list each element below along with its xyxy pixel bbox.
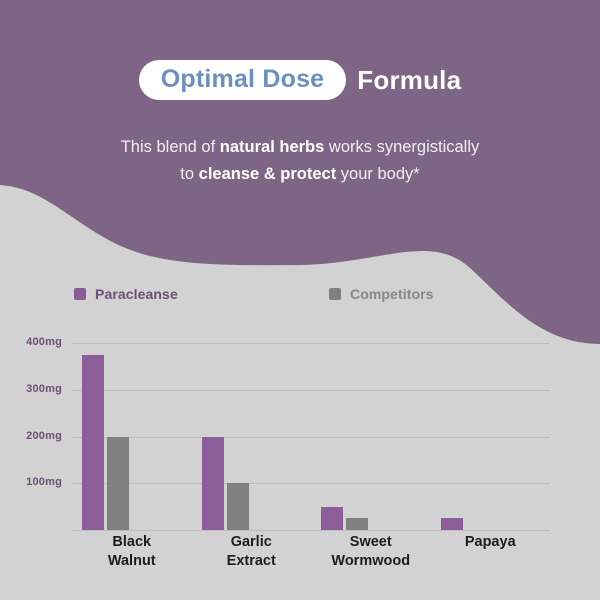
bar-paracleanse-sweet-wormwood [321, 506, 343, 530]
gridline [72, 483, 550, 485]
legend-item-paracleanse: Paracleanse [74, 286, 178, 302]
bar-competitors-black-walnut [107, 436, 129, 530]
subtitle-line1-part-a: This blend of [120, 138, 220, 156]
legend-swatch-paracleanse [74, 288, 86, 300]
title-highlight-pill: Optimal Dose [138, 60, 347, 100]
subtitle-line2-emphasis: cleanse & protect [198, 165, 337, 183]
legend-item-competitors: Competitors [329, 286, 434, 302]
x-axis-category-label-line: Wormwood [331, 553, 411, 569]
gridline [72, 389, 550, 391]
x-axis-category-label: Black Walnut [72, 533, 192, 571]
subtitle-line2-part-c: your body* [336, 165, 420, 183]
subtitle-line2-part-a: to [180, 165, 199, 183]
bar-chart: Paracleanse Competitors 100mg 200mg 300mg 4… [0, 270, 600, 600]
subtitle-line1-emphasis: natural herbs [219, 138, 325, 156]
x-axis-category-label-line: Walnut [107, 553, 156, 569]
page-title: Optimal Dose Formula [0, 60, 600, 100]
gridline [72, 343, 550, 344]
x-axis-category-label: Garlic Extract [192, 533, 312, 571]
x-axis-category-label: Sweet Wormwood [311, 533, 431, 571]
subtitle-line-1: This blend of natural herbs works synerg… [0, 134, 600, 161]
gridline [72, 436, 550, 438]
bar-competitors-garlic-extract [226, 483, 249, 530]
x-axis-category-label-line: Extract [226, 553, 276, 569]
chart-plot-area: 100mg 200mg 300mg 400mg Black Walnut Garlic Ext… [0, 270, 600, 600]
legend-swatch-competitors [329, 288, 341, 300]
legend-label-paracleanse: Paracleanse [95, 286, 178, 302]
y-axis-tick-label: 400mg [26, 336, 62, 348]
legend-label-competitors: Competitors [350, 286, 434, 302]
chart-legend: Paracleanse Competitors [0, 286, 600, 310]
bar-paracleanse-garlic-extract [201, 436, 224, 530]
x-axis-category-label: Papaya [431, 533, 551, 552]
x-axis-category-label-line: Garlic [230, 534, 272, 550]
bar-paracleanse-papaya [440, 518, 463, 530]
x-axis-category-label-line: Papaya [464, 534, 516, 550]
subtitle: This blend of natural herbs works synerg… [0, 134, 600, 188]
x-axis-category-label-line: Black [112, 534, 152, 550]
header-content: Optimal Dose Formula This blend of natura… [0, 0, 600, 210]
y-axis-tick-label: 100mg [26, 476, 62, 489]
title-rest: Formula [357, 65, 462, 95]
bar-competitors-sweet-wormwood [346, 518, 368, 530]
subtitle-line-2: to cleanse & protect your body* [0, 161, 600, 188]
x-axis-category-label-line: Sweet [349, 534, 392, 550]
y-axis-tick-label: 200mg [26, 429, 62, 442]
bar-paracleanse-black-walnut [82, 354, 104, 530]
subtitle-line1-part-c: works synergistically [324, 138, 480, 156]
y-axis-tick-label: 300mg [26, 382, 62, 395]
x-axis-baseline [72, 530, 550, 531]
